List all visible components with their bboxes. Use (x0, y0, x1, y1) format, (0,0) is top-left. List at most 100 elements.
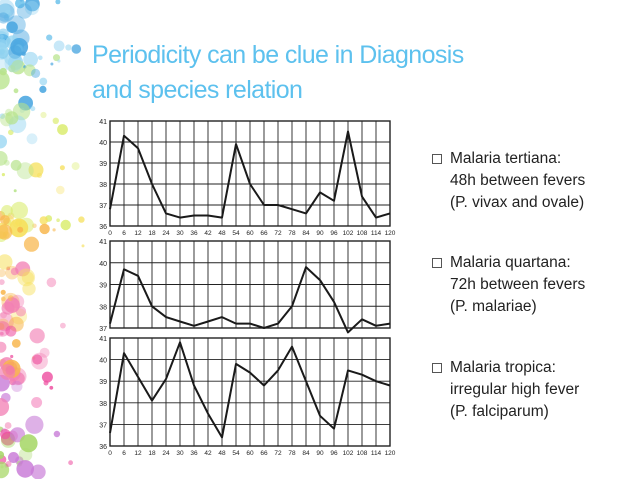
legend-label: Malaria quartana: (450, 254, 571, 271)
decorative-dot (0, 331, 4, 336)
decorative-dot (53, 430, 61, 438)
legend-label: Malaria tropica: (450, 359, 556, 376)
x-tick-label: 108 (357, 230, 368, 237)
decorative-dot (5, 111, 19, 125)
x-tick-label: 48 (218, 230, 226, 237)
decorative-dot (46, 277, 57, 288)
legend-label: Malaria tertiana: (450, 150, 562, 167)
decorative-dot (0, 428, 11, 440)
decorative-dot (13, 88, 19, 94)
decorative-dot (0, 70, 10, 90)
decorative-dot (0, 28, 9, 40)
x-tick-label: 0 (108, 230, 112, 237)
decorative-dot (0, 279, 5, 285)
decorative-dot (4, 54, 23, 73)
decorative-dot (0, 151, 8, 166)
legend-period: 72h between fevers (450, 276, 586, 293)
x-tick-label: 78 (288, 450, 296, 457)
decorative-dot (16, 460, 34, 478)
x-tick-label: 66 (260, 450, 268, 457)
decorative-dot (11, 339, 21, 348)
y-tick-label: 41 (99, 336, 107, 343)
decorative-dot (8, 65, 16, 73)
temperature-series-line (109, 266, 391, 334)
decorative-dot (10, 201, 29, 220)
x-tick-label: 120 (385, 450, 396, 457)
decorative-dot (19, 434, 38, 453)
decorative-dot (3, 159, 10, 166)
y-tick-label: 39 (99, 161, 107, 168)
decorative-dot (0, 461, 10, 479)
x-tick-label: 24 (162, 230, 170, 237)
slide-title-line-1: Periodicity can be clue in Diagnosis (92, 41, 464, 69)
decorative-dot (25, 0, 40, 12)
decorative-dot (17, 268, 36, 287)
y-tick-label: 36 (99, 224, 107, 231)
decorative-dot (0, 3, 11, 16)
decorative-dot (39, 77, 48, 86)
decorative-dot (53, 54, 60, 62)
decorative-dot (0, 451, 5, 459)
decorative-dot (53, 40, 65, 52)
y-tick-label: 40 (99, 358, 107, 365)
decorative-dot (39, 223, 50, 235)
decorative-dot (10, 354, 14, 359)
x-tick-label: 84 (302, 230, 310, 237)
decorative-dot (0, 215, 10, 225)
x-tick-label: 102 (343, 450, 354, 457)
decorative-dot (36, 172, 43, 178)
slide-title-line-2: and species relation (92, 76, 303, 104)
decorative-dot (39, 216, 48, 225)
decorative-dot (10, 159, 22, 171)
x-tick-label: 72 (274, 450, 282, 457)
decorative-dot (78, 216, 85, 223)
decorative-dot (0, 364, 16, 380)
decorative-dot (71, 162, 80, 171)
decorative-dot (52, 228, 56, 232)
decorative-dot (8, 45, 22, 59)
decorative-dot (31, 352, 48, 370)
decorative-dot (10, 267, 19, 276)
decorative-dot (32, 354, 43, 365)
decorative-dot (0, 67, 7, 76)
temperature-series-line (109, 341, 391, 439)
decorative-dot (3, 13, 11, 21)
x-tick-label: 24 (162, 450, 170, 457)
decorative-dot (25, 415, 44, 434)
decorative-dot (50, 62, 54, 66)
y-tick-label: 39 (99, 283, 107, 290)
x-tick-label: 36 (190, 450, 198, 457)
decorative-dot (65, 44, 72, 51)
decorative-dot (10, 294, 25, 309)
temperature-series-line (109, 130, 391, 219)
x-tick-label: 12 (134, 230, 142, 237)
decorative-dot (0, 12, 9, 24)
x-tick-label: 48 (218, 450, 226, 457)
y-tick-label: 40 (99, 261, 107, 268)
x-tick-label: 12 (134, 450, 142, 457)
decorative-dot (23, 64, 36, 77)
decorative-dot (0, 224, 13, 240)
decorative-dot (1, 301, 15, 315)
x-tick-label: 54 (232, 230, 240, 237)
decorative-dot (4, 422, 12, 429)
decorative-dot (68, 460, 73, 466)
decorative-dot (5, 461, 12, 467)
decorative-dot (43, 380, 49, 386)
x-tick-label: 6 (122, 230, 126, 237)
decorative-dot (15, 306, 27, 317)
bullet-box-icon (432, 363, 442, 373)
y-tick-label: 41 (99, 239, 107, 246)
decorative-dot (39, 85, 47, 93)
x-tick-label: 90 (316, 450, 324, 457)
decorative-dot (0, 323, 5, 330)
decorative-dot (0, 46, 9, 60)
decorative-dot (41, 371, 53, 383)
decorative-dot (59, 165, 65, 171)
legend-species: (P. malariae) (450, 298, 537, 315)
y-tick-label: 37 (99, 422, 107, 429)
x-tick-label: 60 (246, 450, 254, 457)
decorative-dot (11, 380, 23, 392)
decorative-dot (1, 173, 5, 177)
